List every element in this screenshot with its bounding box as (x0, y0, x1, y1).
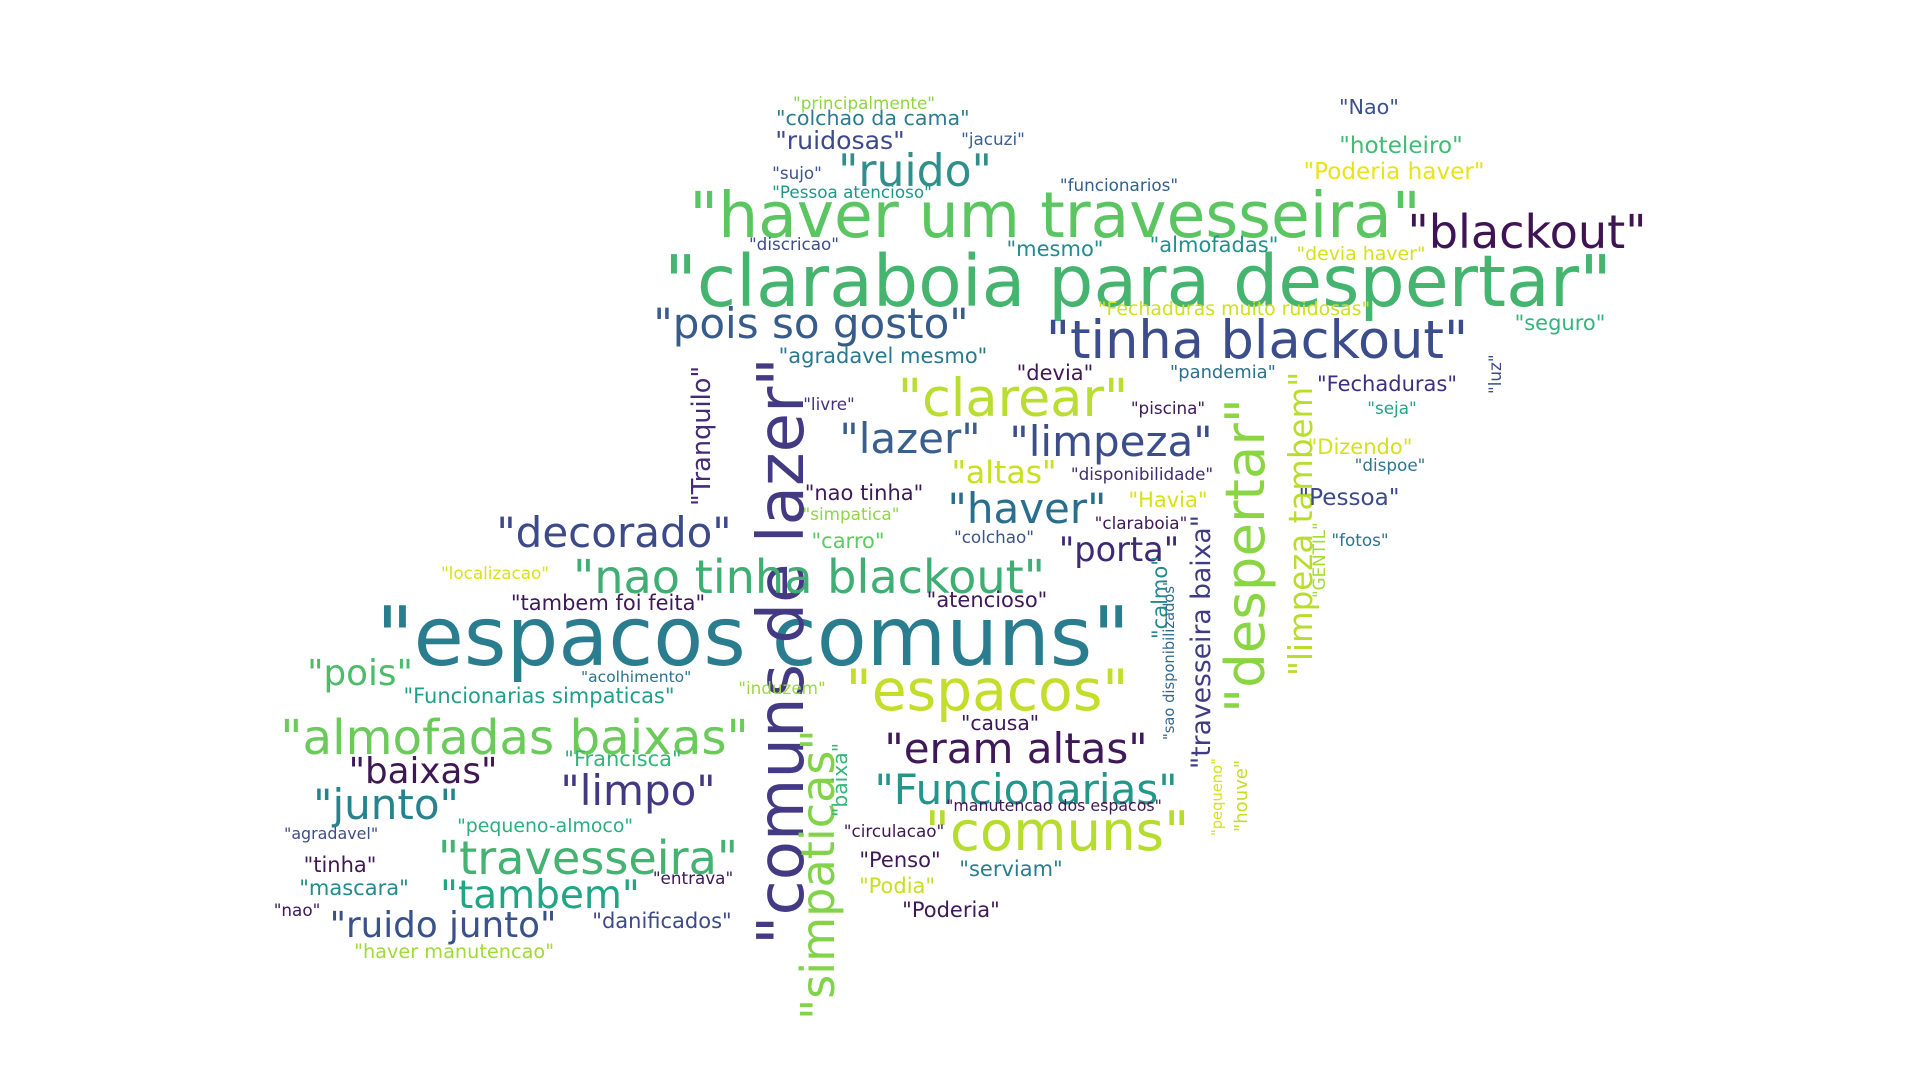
cloud-word: "limpeza" (1009, 417, 1213, 466)
cloud-word: "decorado" (496, 508, 732, 557)
cloud-word: "houve" (1231, 759, 1252, 832)
cloud-word: "Dizendo" (1307, 434, 1413, 459)
cloud-word: "tinha" (303, 852, 377, 877)
cloud-word: "seja" (1367, 397, 1417, 418)
cloud-word: "Funcionarias" (874, 765, 1178, 814)
cloud-word: "ruido" (838, 145, 992, 197)
cloud-word: "despertar" (1212, 398, 1277, 714)
cloud-word: "tambem foi feita" (510, 590, 706, 615)
cloud-word: "ruido junto" (329, 905, 557, 947)
cloud-word: "devia" (1016, 360, 1094, 385)
cloud-word: "danificados" (592, 908, 732, 933)
cloud-word: "pequeno-almoco" (457, 814, 634, 837)
cloud-word: "claraboia" (1094, 512, 1188, 533)
cloud-word: "claraboia para despertar" (664, 240, 1612, 324)
cloud-word: "circulacao" (843, 820, 945, 841)
cloud-word: "Podia" (858, 873, 936, 898)
cloud-word: "entrava" (652, 867, 734, 888)
cloud-word: "dispoe" (1354, 454, 1426, 475)
cloud-word: "agradavel mesmo" (778, 343, 988, 368)
cloud-word: "principalmente" (793, 92, 935, 113)
cloud-word: "mascara" (299, 875, 409, 900)
cloud-word: "atencioso" (926, 587, 1048, 612)
cloud-word: "tambem" (440, 873, 640, 919)
cloud-word: "Nao" (1339, 94, 1399, 119)
cloud-word: "haver manutencao" (354, 940, 555, 964)
cloud-word: "seguro" (1514, 310, 1606, 335)
cloud-word: "almofadas" (1149, 232, 1279, 257)
cloud-word: "baixas" (348, 751, 498, 793)
cloud-word: "piscina" (1130, 397, 1206, 418)
cloud-word: "pois so gosto" (653, 299, 969, 348)
cloud-word: "sao disponibilizados" (1160, 579, 1178, 741)
cloud-word: "lazer" (839, 414, 981, 463)
cloud-word: "serviam" (959, 856, 1063, 881)
cloud-word: "GENTIL" (1308, 522, 1329, 598)
cloud-word: "eram altas" (884, 724, 1148, 773)
cloud-word: "acolhimento" (581, 668, 692, 687)
cloud-word: "carro" (811, 528, 885, 553)
cloud-word: "baixa" (827, 742, 852, 817)
cloud-word: "blackout" (1407, 204, 1647, 259)
cloud-word: "pandemia" (1170, 362, 1276, 384)
cloud-word: "Poderia haver" (1303, 159, 1485, 186)
cloud-word: "sujo" (772, 162, 822, 183)
cloud-word: "nao tinha" (804, 480, 924, 505)
cloud-word: "Havia" (1128, 487, 1208, 512)
cloud-word: "ruidosas" (775, 126, 905, 156)
cloud-word: "haver um travesseira" (689, 178, 1421, 252)
cloud-word: "almofadas baixas" (280, 709, 749, 766)
cloud-word: "mesmo" (1006, 236, 1104, 261)
cloud-word: "luz" (1484, 354, 1505, 394)
cloud-word: "haver" (947, 484, 1107, 533)
cloud-word: "disponibilidade" (1070, 463, 1214, 484)
cloud-word: "pequeno" (1208, 758, 1226, 836)
cloud-word: "colchao" (953, 526, 1034, 547)
cloud-word: "Pessoa" (1298, 485, 1400, 512)
cloud-word: "Fechaduras muito ruidosas" (1097, 297, 1371, 320)
cloud-word: "livre" (803, 393, 855, 414)
cloud-word: "travesseira" (437, 830, 739, 885)
cloud-word: "hoteleiro" (1339, 133, 1463, 160)
cloud-word: "Pessoa atencioso" (772, 181, 932, 202)
cloud-word: "discricao" (748, 233, 840, 254)
cloud-word: "comuns" (924, 798, 1190, 863)
cloud-word: "localizacao" (440, 562, 550, 583)
cloud-word: "Fechaduras" (1317, 371, 1457, 396)
cloud-word: "Funcionarias simpaticas" (403, 683, 675, 708)
cloud-word: "nao tinha blackout" (572, 549, 1046, 604)
cloud-word: "Penso" (859, 847, 941, 872)
cloud-word: "fotos" (1331, 529, 1389, 550)
cloud-word: "espacos" (845, 657, 1129, 724)
cloud-word: "agradavel" (284, 824, 379, 844)
cloud-word: "funcionarios" (1059, 174, 1179, 195)
cloud-word: "travesseira baixa" (1185, 514, 1217, 769)
cloud-word: "Tranquilo" (687, 365, 718, 506)
cloud-word: "limpo" (560, 766, 716, 815)
cloud-word: "junto" (313, 780, 459, 829)
cloud-word: "Francisca" (564, 746, 682, 771)
cloud-word: "induzem" (738, 677, 826, 698)
cloud-word: "porta" (1058, 530, 1180, 570)
cloud-word: "colchao da cama" (776, 105, 970, 130)
cloud-word: "Poderia" (902, 897, 1000, 922)
cloud-word: "altas" (951, 455, 1057, 492)
cloud-word: "simpatica" (802, 503, 900, 524)
cloud-word: "manutencao dos espacos" (946, 796, 1162, 816)
cloud-word: "espacos comuns" (376, 590, 1130, 686)
cloud-word: "clarear" (897, 367, 1129, 429)
cloud-word: "nao" (273, 899, 321, 920)
cloud-word: "devia haver" (1296, 242, 1426, 265)
cloud-word: "causa" (961, 710, 1040, 735)
cloud-word: "pois" (307, 653, 413, 695)
cloud-word: "tinha blackout" (1045, 309, 1469, 371)
cloud-word: "jacuzi" (961, 128, 1025, 149)
